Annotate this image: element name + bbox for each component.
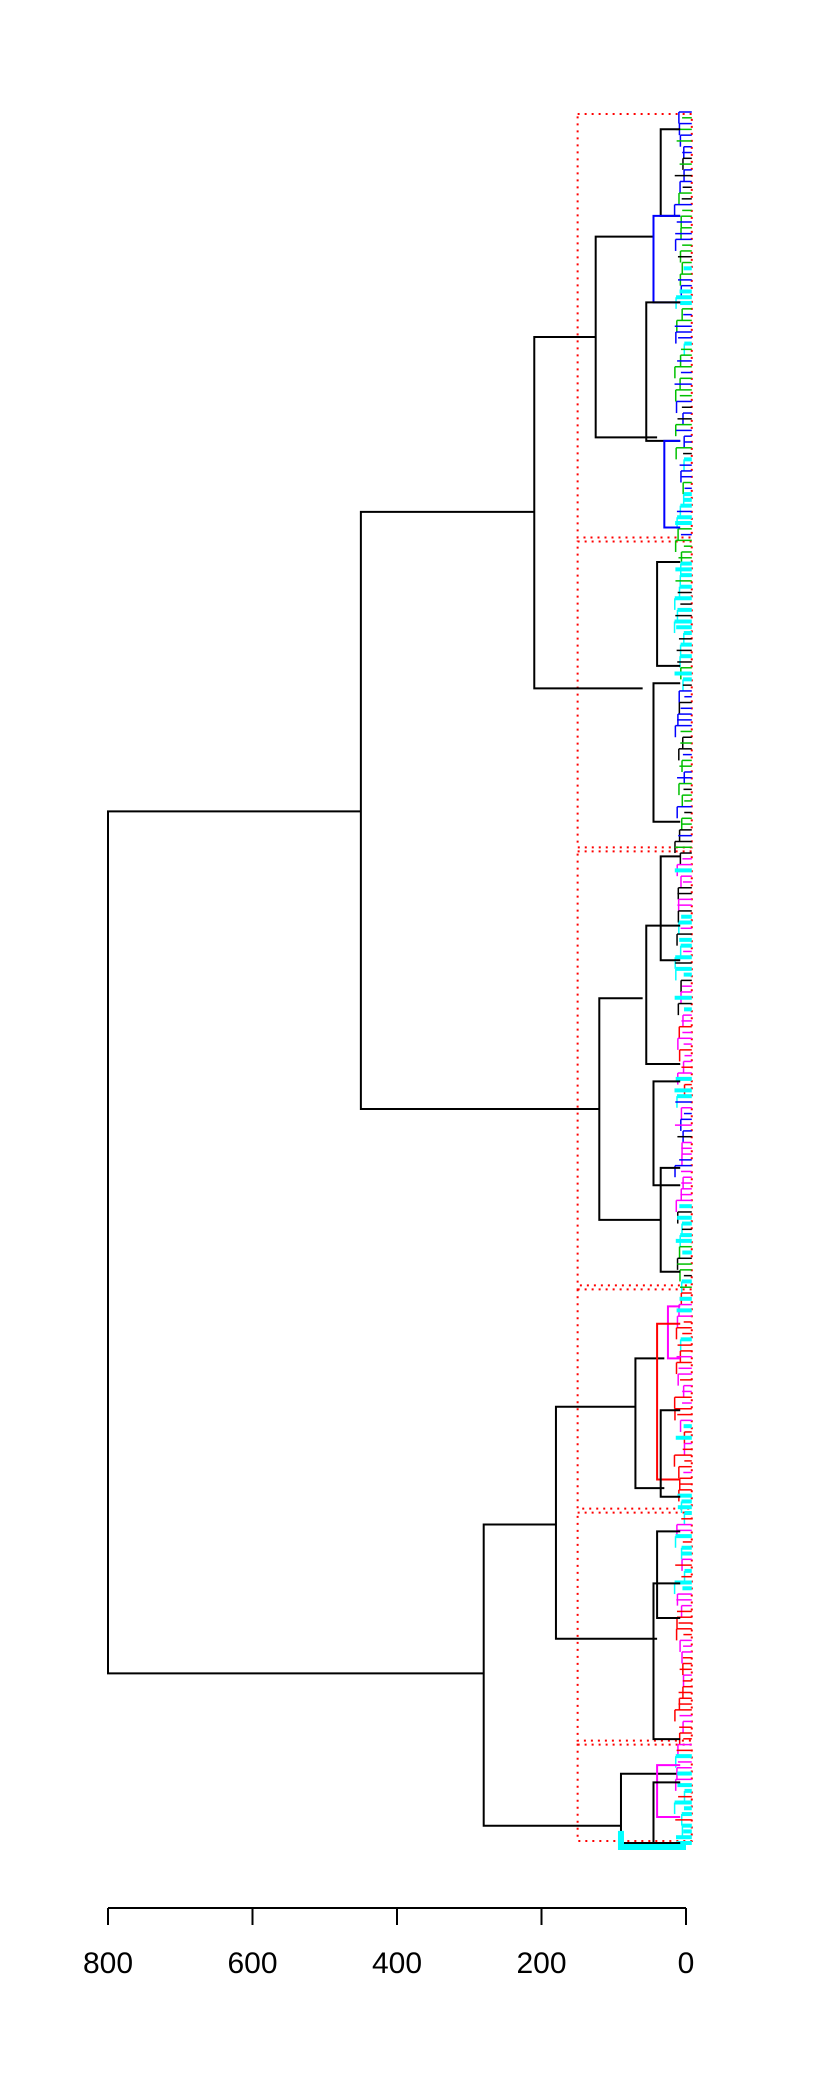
subtree-bracket — [645, 301, 681, 442]
subtree-bracket — [659, 1166, 681, 1273]
cluster-box-5 — [576, 1511, 693, 1742]
subtree-bracket — [659, 855, 681, 962]
cluster-box-4 — [576, 1288, 693, 1510]
subtree-bracket — [663, 439, 681, 529]
merge-upper-a — [533, 336, 643, 690]
subtree-bracket — [652, 682, 681, 823]
cluster-box-3 — [576, 850, 693, 1287]
merge-lower-a — [554, 1405, 658, 1640]
subtree-bracket — [645, 924, 681, 1066]
x-tick-label: 800 — [83, 1947, 133, 1980]
x-axis-ticks: 800 600 400 200 0 — [83, 1908, 694, 1980]
x-axis: 800 600 400 200 0 — [83, 1907, 694, 1980]
subtree-bracket — [659, 1409, 681, 1498]
subtree-bracket — [652, 1080, 681, 1187]
cluster-box-1 — [576, 113, 693, 539]
subtree-bracket — [656, 1322, 681, 1481]
cluster-boxes — [576, 113, 693, 1843]
dendrogram-tree — [107, 235, 679, 1844]
subtree-bracket — [652, 214, 681, 304]
x-tick-label: 600 — [227, 1947, 277, 1980]
merge-upper-a1 — [594, 235, 658, 439]
subtree-bracket — [656, 1530, 681, 1619]
merge-lower-b — [619, 1772, 679, 1844]
x-tick-label: 200 — [516, 1947, 566, 1980]
subtree-bracket — [656, 561, 681, 667]
subtree-bracket — [666, 1305, 681, 1360]
merge-lower — [482, 1523, 621, 1827]
x-tick-label: 400 — [372, 1947, 422, 1980]
merge-upper — [359, 510, 600, 1111]
merge-root — [107, 810, 484, 1675]
subtree-bracket — [659, 128, 681, 217]
subtree-bracket — [656, 1764, 681, 1819]
merge-middle — [598, 997, 661, 1221]
dendrogram-leaves — [617, 111, 692, 1850]
subtree-bracket — [652, 1582, 681, 1741]
x-tick-label: 0 — [678, 1947, 695, 1980]
subtree-bracket — [652, 1781, 681, 1844]
cyan-base-bracket — [617, 1830, 686, 1850]
merge-lower-a1 — [634, 1357, 665, 1490]
cluster-box-2 — [576, 540, 693, 849]
